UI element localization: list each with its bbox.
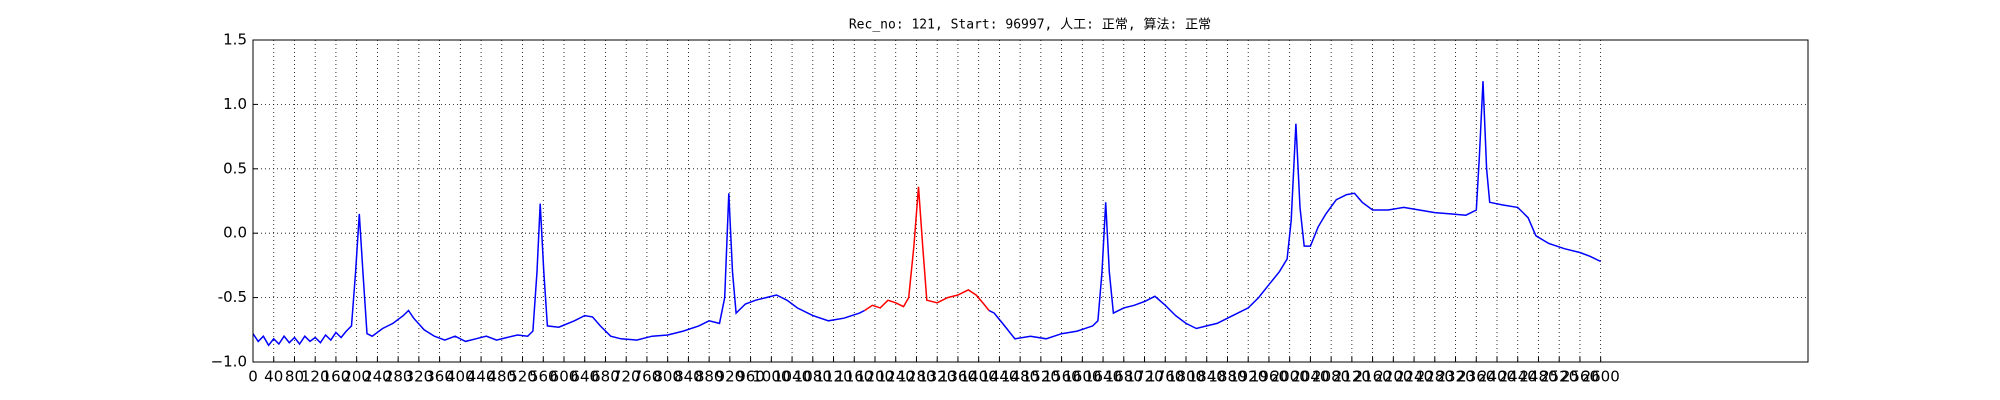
x-tick-label: 160 — [322, 368, 351, 386]
x-tick-label: 760 — [633, 368, 662, 386]
y-tick-label: -0.5 — [218, 288, 247, 306]
x-tick-label: 1240 — [877, 368, 915, 386]
x-tick-label: 2280 — [1416, 368, 1454, 386]
x-tick-label: 0 — [248, 368, 258, 386]
x-tick-label: 2040 — [1291, 368, 1329, 386]
x-tick-label: 520 — [508, 368, 537, 386]
x-tick-label: 600 — [550, 368, 579, 386]
x-tick-label: 2080 — [1312, 368, 1350, 386]
y-tick-label: −1.0 — [211, 353, 247, 371]
x-tick-label: 400 — [446, 368, 475, 386]
x-tick-label: 1400 — [960, 368, 998, 386]
x-tick-label: 720 — [612, 368, 641, 386]
x-tick-label: 800 — [653, 368, 682, 386]
x-tick-label: 1480 — [1001, 368, 1039, 386]
x-tick-label: 2520 — [1540, 368, 1578, 386]
x-tick-label: 2320 — [1436, 368, 1474, 386]
x-tick-label: 320 — [405, 368, 434, 386]
x-tick-label: 1000 — [752, 368, 790, 386]
x-tick-label: 640 — [570, 368, 599, 386]
y-tick-label: 1.0 — [223, 95, 247, 113]
x-tick-label: 120 — [301, 368, 330, 386]
y-tick-label: 1.5 — [223, 31, 247, 49]
x-tick-label: 2440 — [1499, 368, 1537, 386]
x-tick-label: 2200 — [1374, 368, 1412, 386]
x-tick-label: 480 — [487, 368, 516, 386]
x-tick-label: 2400 — [1478, 368, 1516, 386]
x-tick-label: 920 — [716, 368, 745, 386]
x-tick-label: 1680 — [1105, 368, 1143, 386]
x-tick-label: 280 — [384, 368, 413, 386]
x-tick-label: 440 — [467, 368, 496, 386]
x-tick-label: 1720 — [1125, 368, 1163, 386]
x-tick-label: 1800 — [1167, 368, 1205, 386]
x-tick-label: 2240 — [1395, 368, 1433, 386]
x-tick-label: 2160 — [1354, 368, 1392, 386]
x-tick-label: 1040 — [773, 368, 811, 386]
x-tick-label: 2120 — [1333, 368, 1371, 386]
x-tick-label: 1120 — [814, 368, 852, 386]
x-tick-label: 1200 — [856, 368, 894, 386]
x-tick-label: 1280 — [897, 368, 935, 386]
y-tick-label: 0.5 — [223, 159, 247, 177]
plot-frame — [252, 39, 1809, 363]
x-tick-label: 2000 — [1271, 368, 1309, 386]
x-tick-label: 80 — [285, 368, 304, 386]
x-tick-label: 1080 — [794, 368, 832, 386]
x-tick-label: 1520 — [1022, 368, 1060, 386]
chart-title: Rec_no: 121, Start: 96997, 人工: 正常, 算法: 正… — [849, 18, 1211, 33]
x-tick-label: 2560 — [1561, 368, 1599, 386]
x-tick-label: 1880 — [1208, 368, 1246, 386]
x-tick-label: 560 — [529, 368, 558, 386]
x-tick-label: 2600 — [1582, 368, 1620, 386]
series-line — [864, 186, 990, 312]
x-tick-label: 1840 — [1188, 368, 1226, 386]
x-tick-label: 880 — [695, 368, 724, 386]
x-tick-label: 1560 — [1043, 368, 1081, 386]
x-tick-label: 1920 — [1229, 368, 1267, 386]
x-tick-label: 360 — [425, 368, 454, 386]
x-tick-label: 40 — [264, 368, 283, 386]
series-line — [252, 81, 1602, 347]
x-tick-label: 960 — [736, 368, 765, 386]
x-tick-label: 1360 — [939, 368, 977, 386]
x-tick-label: 1320 — [918, 368, 956, 386]
x-tick-label: 1760 — [1146, 368, 1184, 386]
x-tick-label: 200 — [342, 368, 371, 386]
x-tick-label: 1640 — [1084, 368, 1122, 386]
x-tick-label: 1960 — [1250, 368, 1288, 386]
x-tick-label: 1160 — [835, 368, 873, 386]
x-tick-label: 2360 — [1457, 368, 1495, 386]
x-tick-label: 1600 — [1063, 368, 1101, 386]
x-tick-label: 240 — [363, 368, 392, 386]
x-tick-label: 840 — [674, 368, 703, 386]
x-tick-label: 1440 — [980, 368, 1018, 386]
y-tick-label: 0.0 — [223, 224, 247, 242]
x-tick-label: 680 — [591, 368, 620, 386]
x-tick-label: 2480 — [1519, 368, 1557, 386]
